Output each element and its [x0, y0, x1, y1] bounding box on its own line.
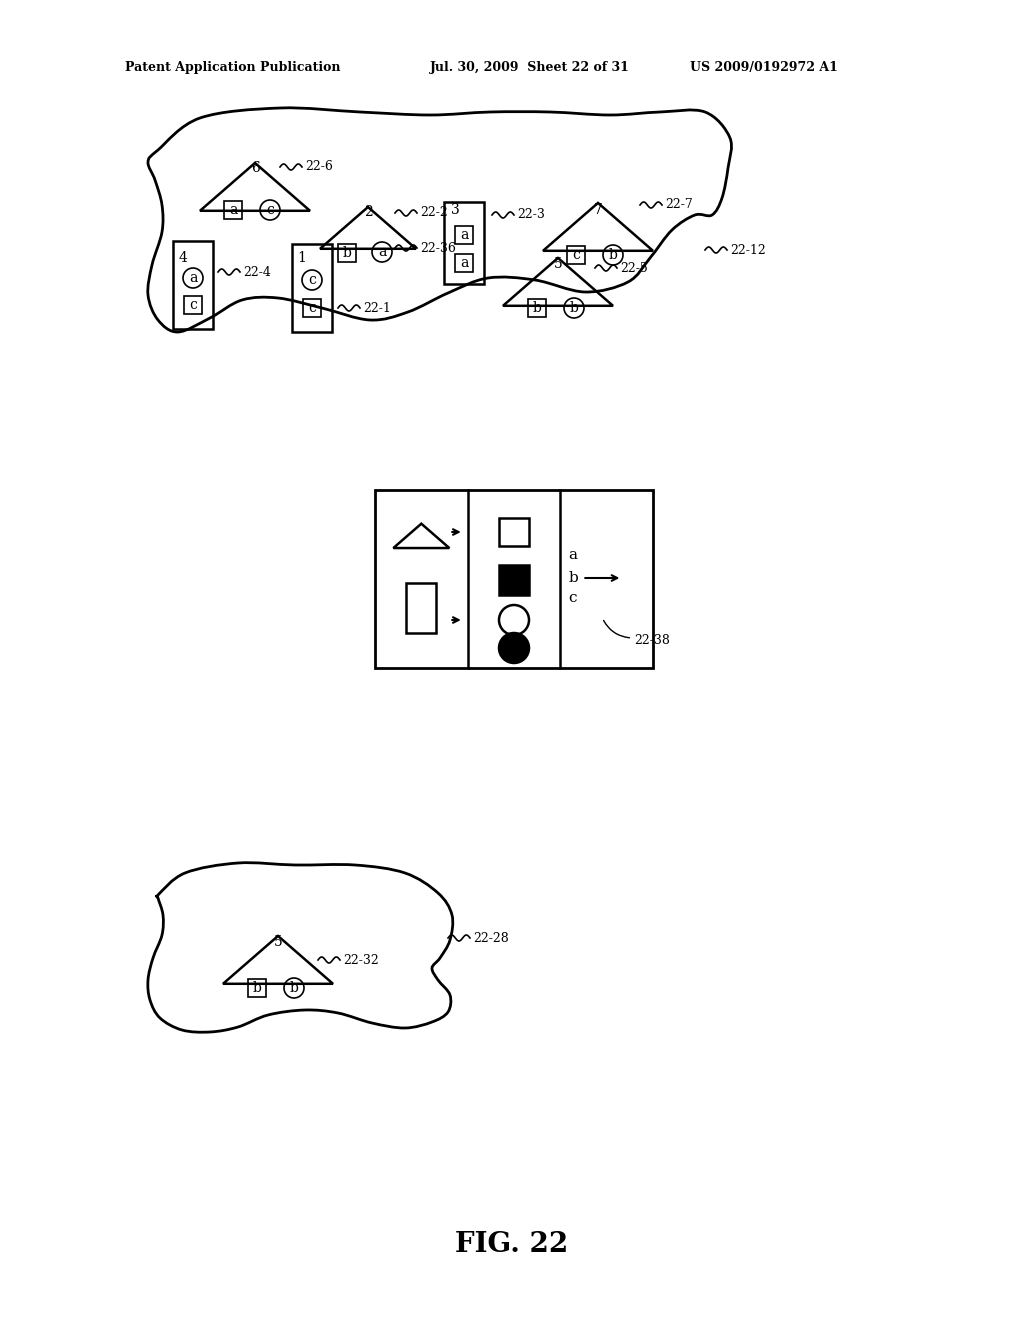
- Text: c: c: [308, 273, 316, 286]
- Text: b: b: [532, 301, 542, 315]
- Text: FIG. 22: FIG. 22: [456, 1232, 568, 1258]
- Bar: [303, 300, 321, 317]
- Text: 5: 5: [273, 935, 283, 949]
- Text: c: c: [568, 591, 577, 605]
- Text: a: a: [228, 203, 238, 216]
- Text: 22-36: 22-36: [420, 242, 456, 255]
- Text: c: c: [266, 203, 274, 216]
- Text: a: a: [378, 246, 386, 259]
- Bar: [444, 202, 484, 284]
- Text: 7: 7: [594, 203, 602, 216]
- Bar: [455, 253, 473, 272]
- Text: a: a: [460, 228, 468, 242]
- Bar: [224, 201, 242, 219]
- Bar: [455, 226, 473, 244]
- Bar: [499, 517, 529, 546]
- Text: 22-3: 22-3: [517, 209, 545, 222]
- Text: 22-38: 22-38: [634, 634, 671, 647]
- Text: 22-2: 22-2: [420, 206, 447, 219]
- Text: 22-32: 22-32: [343, 953, 379, 966]
- Bar: [567, 246, 585, 264]
- Circle shape: [499, 634, 529, 663]
- Text: 6: 6: [251, 161, 259, 176]
- Text: b: b: [569, 301, 579, 315]
- Bar: [292, 244, 332, 333]
- Text: 22-1: 22-1: [362, 301, 391, 314]
- Text: 22-4: 22-4: [243, 265, 271, 279]
- Text: a: a: [188, 271, 198, 285]
- Text: b: b: [290, 981, 298, 995]
- Text: Jul. 30, 2009  Sheet 22 of 31: Jul. 30, 2009 Sheet 22 of 31: [430, 62, 630, 74]
- Text: b: b: [568, 572, 579, 585]
- Text: c: c: [189, 298, 197, 312]
- Text: 22-28: 22-28: [473, 932, 509, 945]
- Text: b: b: [343, 246, 351, 260]
- Text: b: b: [253, 981, 261, 995]
- Text: 22-5: 22-5: [620, 261, 648, 275]
- Bar: [184, 296, 202, 314]
- Bar: [528, 300, 546, 317]
- Text: c: c: [308, 301, 316, 315]
- Text: a: a: [568, 548, 578, 562]
- Text: 22-12: 22-12: [730, 243, 766, 256]
- Text: 2: 2: [364, 205, 373, 219]
- Text: Patent Application Publication: Patent Application Publication: [125, 62, 341, 74]
- Text: 3: 3: [451, 203, 460, 216]
- Text: US 2009/0192972 A1: US 2009/0192972 A1: [690, 62, 838, 74]
- Text: 4: 4: [178, 251, 187, 265]
- Bar: [375, 490, 653, 668]
- Text: b: b: [608, 248, 617, 261]
- Bar: [407, 583, 436, 634]
- Bar: [173, 242, 213, 329]
- Bar: [499, 565, 529, 595]
- Bar: [338, 244, 356, 261]
- Bar: [248, 979, 266, 997]
- Text: 22-7: 22-7: [665, 198, 693, 211]
- Text: 1: 1: [298, 251, 306, 265]
- Text: c: c: [572, 248, 580, 261]
- Text: a: a: [460, 256, 468, 271]
- Text: 5: 5: [554, 257, 562, 271]
- Text: 22-6: 22-6: [305, 161, 333, 173]
